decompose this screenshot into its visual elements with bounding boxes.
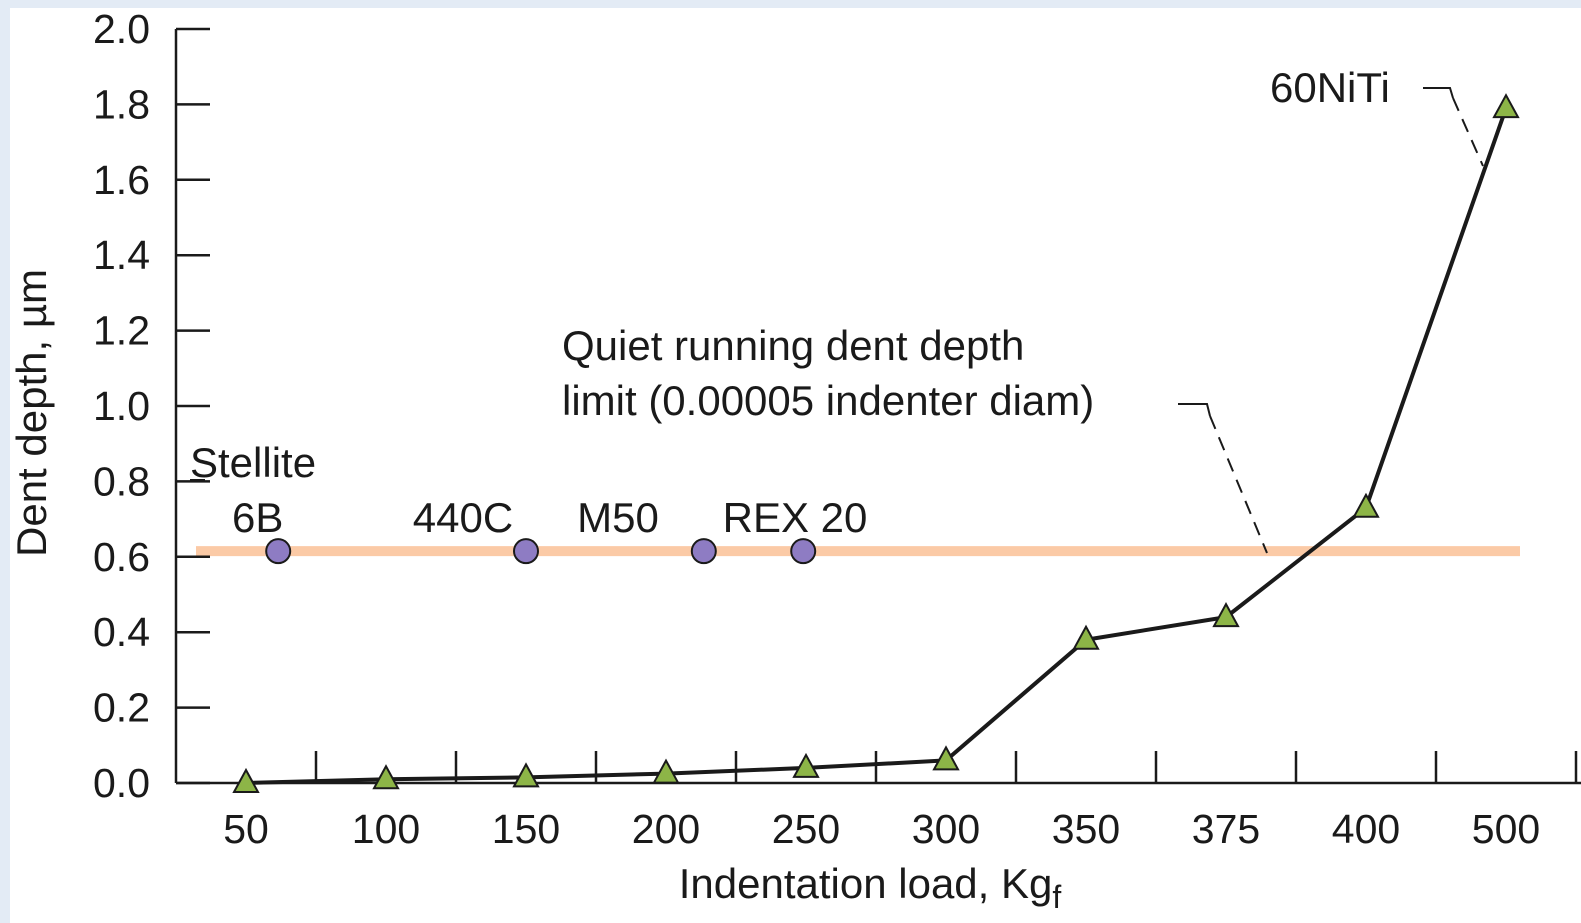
dent-depth-chart: 0.0 0.2 0.4 0.6 0.8 1.0 1.2 1.4 1.6 1.8 2.0 50 100 15… [10, 8, 1581, 915]
x-tick-label: 400 [1332, 806, 1400, 852]
reference-point-label: 440C [413, 494, 513, 541]
triangle-marker [372, 764, 400, 790]
series-line [245, 107, 1508, 785]
x-axis-title: Indentation load, Kgf [679, 860, 1062, 915]
x-tick-label: 50 [223, 806, 269, 852]
triangle-marker [1212, 602, 1240, 628]
triangle-marker [232, 767, 260, 793]
series-leader-solid [1423, 87, 1454, 99]
y-tick-label: 2.0 [93, 8, 150, 52]
reference-point-marker [513, 538, 539, 565]
text-layer: 0.0 0.2 0.4 0.6 0.8 1.0 1.2 1.4 1.6 1.8 2.0 50 100 15… [10, 8, 1540, 915]
triangle-marker [652, 758, 680, 784]
y-tick-label: 1.6 [93, 157, 150, 203]
reference-point-label: M50 [577, 494, 659, 541]
y-tick-label: 0.6 [93, 534, 150, 580]
triangle-marker [792, 752, 820, 778]
y-tick-label: 0.0 [93, 760, 150, 806]
triangle-marker [1072, 624, 1100, 650]
x-tick-label: 200 [632, 806, 700, 852]
x-tick-label: 300 [912, 806, 980, 852]
x-tick-label: 150 [492, 806, 560, 852]
y-tick-label: 1.4 [93, 232, 150, 278]
triangle-marker [512, 762, 540, 788]
x-tick-label: 375 [1192, 806, 1260, 852]
y-tick-label: 1.8 [93, 81, 150, 127]
y-axis-title: Dent depth, µm [10, 269, 55, 557]
axes [174, 27, 1581, 785]
series-label-60niti: 60NiTi [1270, 64, 1390, 111]
x-tick-label: 250 [772, 806, 840, 852]
x-axis-title-subscript: f [1052, 879, 1061, 915]
reference-point-label: Stellite [190, 439, 316, 486]
limit-leader-solid [1178, 403, 1211, 417]
series-line-layer [245, 107, 1508, 785]
reference-point-marker [790, 538, 817, 565]
triangle-marker [932, 745, 960, 771]
y-tick-label: 1.2 [93, 308, 150, 354]
triangle-marker [1352, 492, 1380, 518]
y-tick-label: 0.4 [93, 609, 150, 655]
chart-panel: 0.0 0.2 0.4 0.6 0.8 1.0 1.2 1.4 1.6 1.8 2.0 50 100 15… [10, 8, 1581, 923]
reference-point-label: 6B [232, 494, 283, 541]
x-tick-label: 350 [1052, 806, 1120, 852]
reference-point-label: REX 20 [723, 494, 868, 541]
limit-label-line-2: limit (0.00005 indenter diam) [562, 377, 1094, 424]
limit-label-line-1: Quiet running dent depth [562, 322, 1024, 369]
series-leader-dashed [1452, 97, 1484, 167]
reference-point-marker [265, 538, 292, 565]
x-tick-label: 500 [1472, 806, 1540, 852]
marker-layer [232, 93, 1520, 793]
y-tick-label: 0.8 [93, 458, 150, 504]
reference-point-marker [690, 538, 717, 565]
y-tick-label: 1.0 [93, 383, 150, 429]
limit-leader-dashed [1209, 415, 1268, 554]
x-tick-label: 100 [352, 806, 420, 852]
triangle-marker [1492, 93, 1520, 119]
y-tick-label: 0.2 [93, 685, 150, 731]
